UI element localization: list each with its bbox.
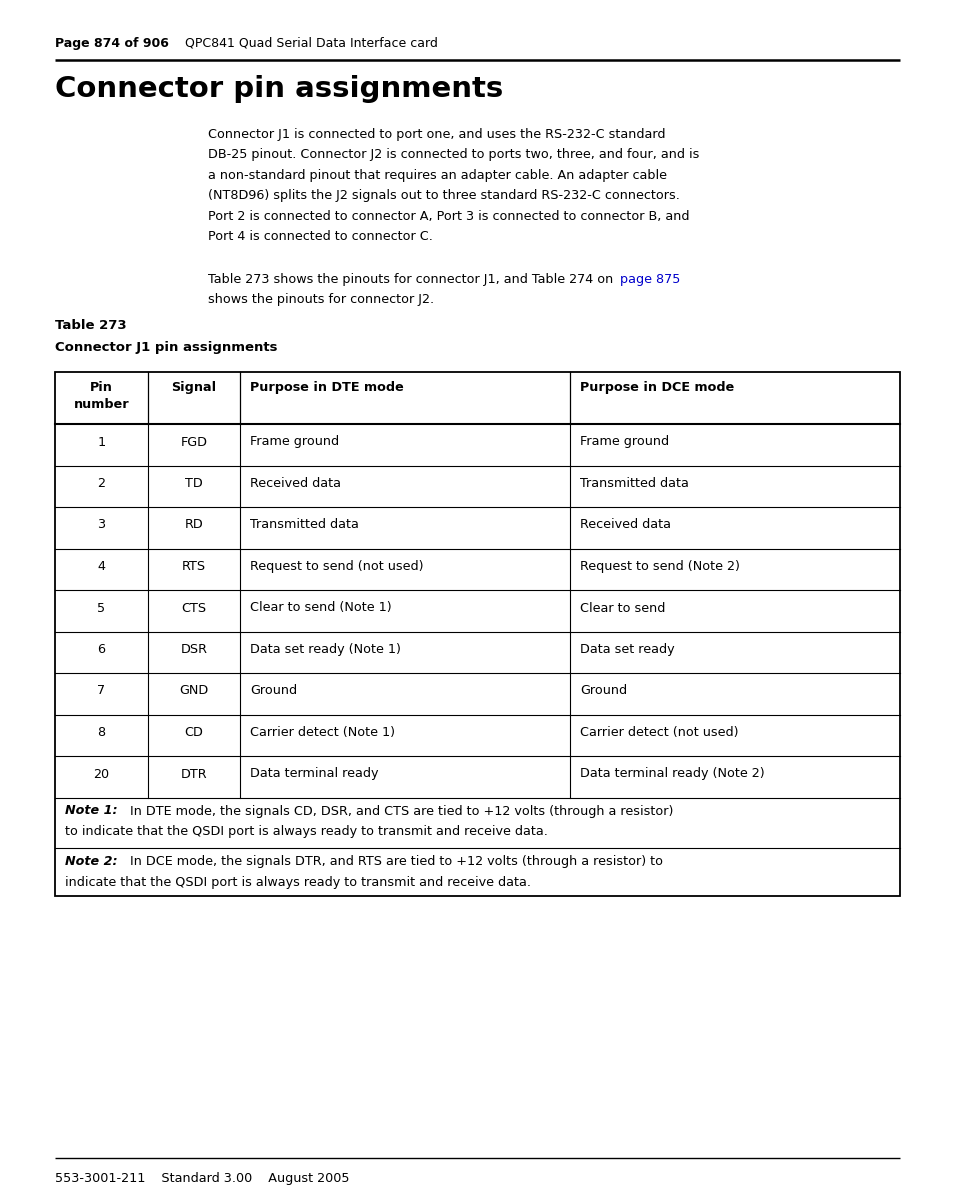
Text: Port 2 is connected to connector A, Port 3 is connected to connector B, and: Port 2 is connected to connector A, Port… <box>208 210 689 224</box>
Text: page 875: page 875 <box>619 273 679 286</box>
Text: Connector J1 pin assignments: Connector J1 pin assignments <box>55 341 277 355</box>
Text: 7: 7 <box>97 684 105 697</box>
Text: Data set ready (Note 1): Data set ready (Note 1) <box>250 643 400 656</box>
Text: Page 874 of 906: Page 874 of 906 <box>55 37 169 50</box>
Bar <box>55 371 899 895</box>
Text: DSR: DSR <box>180 643 207 656</box>
Text: Frame ground: Frame ground <box>250 435 339 448</box>
Text: Table 273: Table 273 <box>55 319 127 332</box>
Text: Carrier detect (Note 1): Carrier detect (Note 1) <box>250 726 395 739</box>
Text: Transmitted data: Transmitted data <box>579 477 688 490</box>
Text: Note 1:: Note 1: <box>65 804 117 817</box>
Text: 5: 5 <box>97 601 105 614</box>
Text: In DCE mode, the signals DTR, and RTS are tied to +12 volts (through a resistor): In DCE mode, the signals DTR, and RTS ar… <box>122 855 662 868</box>
Text: 20: 20 <box>93 768 110 780</box>
Text: DTR: DTR <box>180 768 207 780</box>
Text: Request to send (not used): Request to send (not used) <box>250 560 423 573</box>
Text: Ground: Ground <box>579 684 626 697</box>
Text: Connector pin assignments: Connector pin assignments <box>55 75 503 103</box>
Text: Port 4 is connected to connector C.: Port 4 is connected to connector C. <box>208 231 433 244</box>
Text: In DTE mode, the signals CD, DSR, and CTS are tied to +12 volts (through a resis: In DTE mode, the signals CD, DSR, and CT… <box>122 804 673 817</box>
Text: Purpose in DCE mode: Purpose in DCE mode <box>579 381 734 394</box>
Text: Pin
number: Pin number <box>73 381 129 411</box>
Text: Frame ground: Frame ground <box>579 435 668 448</box>
Text: a non-standard pinout that requires an adapter cable. An adapter cable: a non-standard pinout that requires an a… <box>208 169 666 182</box>
Text: Purpose in DTE mode: Purpose in DTE mode <box>250 381 403 394</box>
Text: Clear to send (Note 1): Clear to send (Note 1) <box>250 601 392 614</box>
Text: 553-3001-211    Standard 3.00    August 2005: 553-3001-211 Standard 3.00 August 2005 <box>55 1172 349 1185</box>
Text: QPC841 Quad Serial Data Interface card: QPC841 Quad Serial Data Interface card <box>185 37 437 50</box>
Text: 4: 4 <box>97 560 105 573</box>
Text: Data terminal ready (Note 2): Data terminal ready (Note 2) <box>579 768 764 780</box>
Text: GND: GND <box>179 684 208 697</box>
Text: to indicate that the QSDI port is always ready to transmit and receive data.: to indicate that the QSDI port is always… <box>65 826 547 839</box>
Text: Data set ready: Data set ready <box>579 643 674 656</box>
Text: Ground: Ground <box>250 684 297 697</box>
Text: Carrier detect (not used): Carrier detect (not used) <box>579 726 738 739</box>
Text: 8: 8 <box>97 726 105 739</box>
Text: Request to send (Note 2): Request to send (Note 2) <box>579 560 740 573</box>
Text: indicate that the QSDI port is always ready to transmit and receive data.: indicate that the QSDI port is always re… <box>65 875 531 888</box>
Text: CTS: CTS <box>181 601 206 614</box>
Text: shows the pinouts for connector J2.: shows the pinouts for connector J2. <box>208 293 434 307</box>
Text: DB-25 pinout. Connector J2 is connected to ports two, three, and four, and is: DB-25 pinout. Connector J2 is connected … <box>208 149 699 161</box>
Text: Transmitted data: Transmitted data <box>250 518 358 531</box>
Text: 1: 1 <box>97 435 105 448</box>
Text: Connector J1 is connected to port one, and uses the RS-232-C standard: Connector J1 is connected to port one, a… <box>208 127 665 141</box>
Text: RTS: RTS <box>182 560 206 573</box>
Text: (NT8D96) splits the J2 signals out to three standard RS-232-C connectors.: (NT8D96) splits the J2 signals out to th… <box>208 190 679 202</box>
Text: TD: TD <box>185 477 202 490</box>
Text: Note 2:: Note 2: <box>65 855 117 868</box>
Text: 3: 3 <box>97 518 105 531</box>
Text: Table 273 shows the pinouts for connector J1, and Table 274 on: Table 273 shows the pinouts for connecto… <box>208 273 617 286</box>
Text: Received data: Received data <box>579 518 670 531</box>
Text: Received data: Received data <box>250 477 341 490</box>
Text: FGD: FGD <box>180 435 207 448</box>
Text: 6: 6 <box>97 643 105 656</box>
Text: CD: CD <box>184 726 203 739</box>
Text: 2: 2 <box>97 477 105 490</box>
Text: Clear to send: Clear to send <box>579 601 665 614</box>
Text: Signal: Signal <box>172 381 216 394</box>
Text: Data terminal ready: Data terminal ready <box>250 768 378 780</box>
Text: RD: RD <box>184 518 203 531</box>
